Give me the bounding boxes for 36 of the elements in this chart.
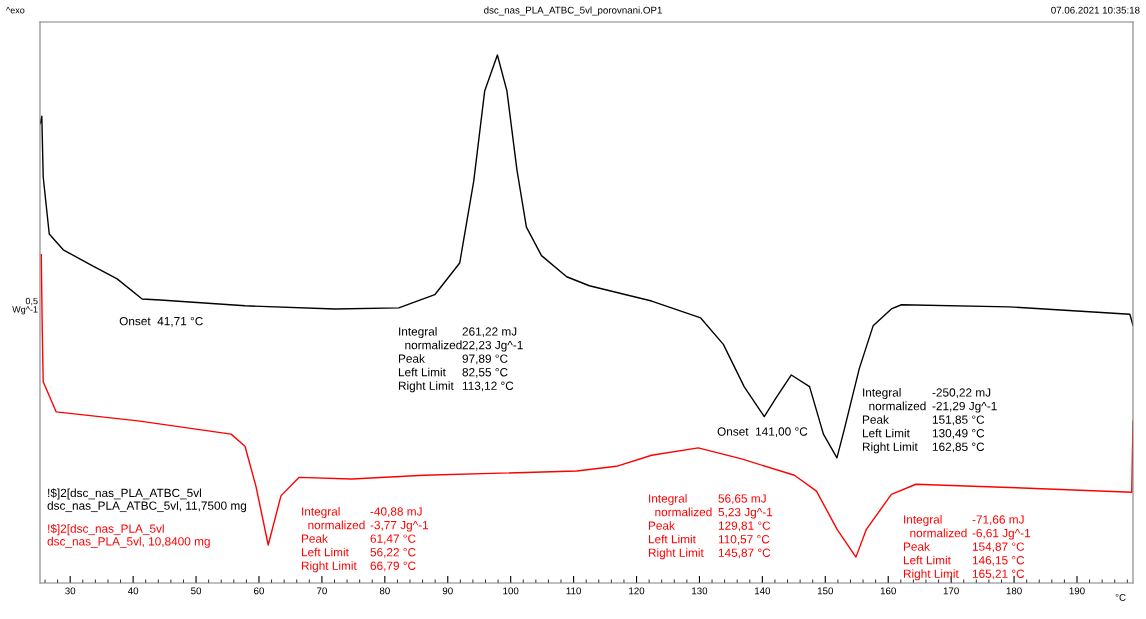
x-tick-label: 170	[943, 587, 959, 595]
annotation: 56,65 mJ 5,23 Jg^-1 129,81 °C 110,57 °C 145,87 °C	[718, 494, 773, 559]
x-tick-label: 100	[503, 587, 519, 595]
text: !$]2[dsc_nas_PLA_ATBC_5vl dsc_nas_PLA_ATBC_5vl, 11,7500 mg	[47, 488, 247, 513]
annotation: 261,22 mJ 22,23 Jg^-1 97,89 °C 82,55 °C 113,12 °C	[462, 327, 523, 392]
annotation: Onset 141,00 °C	[717, 427, 808, 438]
text: ^exo	[6, 7, 25, 14]
x-tick-label: 70	[316, 587, 327, 595]
x-tick-label: 110	[566, 587, 581, 595]
annotation: Integral normalized Peak Left Limit Right Limit	[862, 388, 926, 454]
annotation: -71,66 mJ -6,61 Jg^-1 154,87 °C 146,15 °C 165,21 °C	[972, 515, 1031, 580]
annotation: -250,22 mJ -21,29 Jg^-1 151,85 °C 130,49 °C 162,85 °C	[932, 388, 997, 453]
annotation: Integral normalized Peak Left Limit Right Limit	[903, 515, 967, 581]
x-tick-label: 190	[1069, 587, 1085, 595]
x-tick-label: 80	[379, 587, 390, 595]
text: !$]2[dsc_nas_PLA_5vl dsc_nas_PLA_5vl, 10,8400 mg	[47, 523, 210, 548]
x-axis-title: °C	[1115, 594, 1126, 601]
annotation: Integral normalized Peak Left Limit Right Limit	[648, 494, 712, 560]
x-tick-label: 130	[692, 587, 708, 595]
annotation: Integral normalized Peak Left Limit Right Limit	[398, 327, 462, 393]
x-tick-label: 140	[755, 587, 771, 595]
annotation: -40,88 mJ -3,77 Jg^-1 61,47 °C 56,22 °C 66,79 °C	[370, 507, 429, 572]
annotation: Integral normalized Peak Left Limit Right Limit	[301, 507, 365, 573]
x-tick-label: 30	[65, 587, 76, 595]
x-tick-label: 90	[442, 587, 453, 595]
chart-title: dsc_nas_PLA_ATBC_5vl_porovnani.OP1	[484, 6, 662, 16]
x-tick-label: 40	[127, 587, 139, 595]
x-tick-label: 60	[254, 587, 264, 595]
x-tick-label: 50	[191, 587, 202, 595]
text: 07.06.2021 10:35:18	[1051, 6, 1140, 14]
annotation: Onset 41,71 °C	[119, 316, 203, 327]
x-tick-label: 160	[880, 587, 896, 595]
x-tick-label: 120	[629, 587, 645, 595]
x-tick-label: 180	[1006, 587, 1022, 595]
text: 0,5 Wg^-1	[12, 297, 38, 315]
x-tick-label: 150	[817, 587, 834, 595]
